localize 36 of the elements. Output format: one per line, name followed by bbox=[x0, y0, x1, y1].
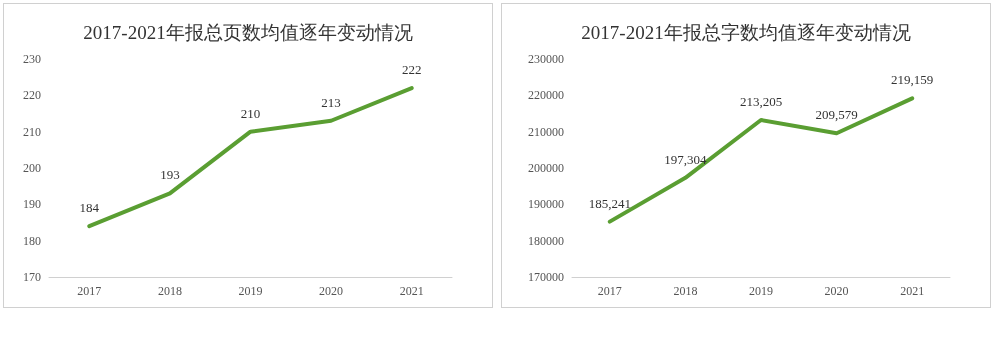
y-tick-label: 220 bbox=[23, 88, 41, 103]
data-label: 193 bbox=[160, 167, 180, 183]
y-tick-label: 180 bbox=[23, 233, 41, 248]
data-label: 219,159 bbox=[891, 72, 934, 88]
y-tick-label: 190 bbox=[23, 197, 41, 212]
y-tick-label: 200 bbox=[23, 161, 41, 175]
data-label: 213,205 bbox=[739, 94, 783, 110]
data-label: 222 bbox=[401, 62, 422, 78]
y-tick-label: 210000 bbox=[528, 124, 564, 139]
y-tick-label: 170000 bbox=[528, 270, 564, 284]
data-label: 210 bbox=[240, 105, 261, 121]
x-tick-label: 2017 bbox=[77, 284, 102, 298]
data-label: 184 bbox=[79, 200, 100, 216]
data-label: 209,579 bbox=[815, 107, 858, 123]
x-tick-label: 2021 bbox=[399, 284, 424, 298]
x-tick-label: 2019 bbox=[749, 284, 773, 298]
y-tick-label: 170 bbox=[23, 270, 41, 284]
y-tick-label: 180000 bbox=[528, 233, 564, 248]
y-tick-label: 230 bbox=[23, 52, 41, 66]
y-tick-label: 230000 bbox=[528, 52, 564, 66]
y-tick-label: 210 bbox=[23, 124, 41, 139]
chart-title: 2017-2021年报总页数均值逐年变动情况 bbox=[83, 22, 413, 43]
x-tick-label: 2017 bbox=[597, 284, 622, 298]
data-label: 185,241 bbox=[588, 195, 631, 211]
y-tick-label: 200000 bbox=[528, 161, 564, 175]
x-tick-label: 2020 bbox=[824, 284, 849, 298]
y-tick-label: 220000 bbox=[528, 88, 564, 103]
data-label: 213 bbox=[321, 94, 341, 110]
y-tick-label: 190000 bbox=[528, 197, 564, 212]
x-tick-label: 2019 bbox=[238, 284, 263, 298]
x-tick-label: 2021 bbox=[900, 284, 925, 298]
x-tick-label: 2020 bbox=[319, 284, 344, 298]
chart-title: 2017-2021年报总字数均值逐年变动情况 bbox=[581, 22, 911, 43]
data-label: 197,304 bbox=[664, 151, 708, 167]
x-tick-label: 2018 bbox=[673, 284, 698, 298]
x-tick-label: 2018 bbox=[157, 284, 182, 298]
